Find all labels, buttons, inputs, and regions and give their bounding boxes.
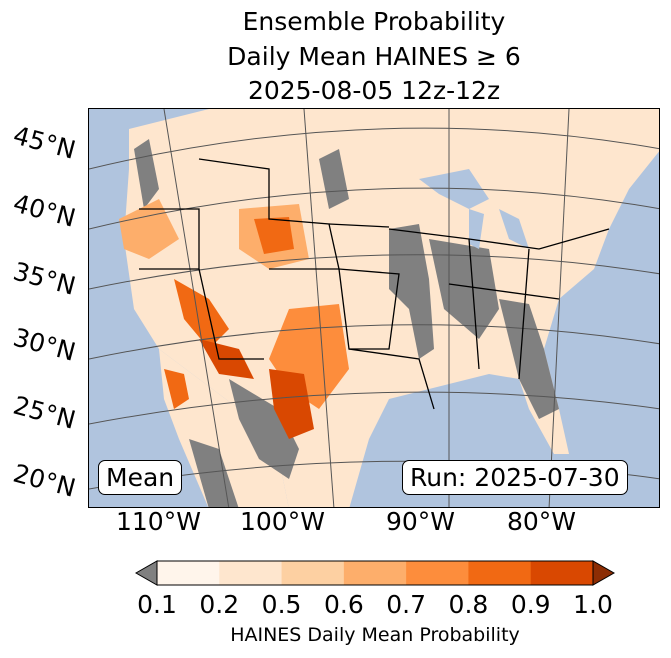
lon-label: 80°W (507, 507, 577, 536)
colorbar-tick-label: 0.7 (386, 590, 427, 619)
land-canada-east (519, 109, 659, 179)
title-line-2: Daily Mean HAINES ≥ 6 (227, 42, 521, 71)
colorbar-outline (156, 560, 594, 586)
title-line-3: 2025-08-05 12z-12z (247, 76, 501, 105)
colorbar-tick-label: 0.2 (199, 590, 240, 619)
colorbar-segment (219, 561, 283, 585)
lat-label: 40°N (10, 188, 79, 233)
colorbar-segment (468, 561, 532, 585)
colorbar-segment (281, 561, 345, 585)
colorbar-tick-label: 0.9 (510, 590, 551, 619)
colorbar-segment (157, 561, 220, 585)
colorbar (135, 560, 615, 586)
lat-label: 45°N (10, 120, 79, 165)
colorbar-label: HAINES Daily Mean Probability (230, 624, 520, 646)
lakes (419, 169, 529, 249)
lon-label: 100°W (240, 507, 325, 536)
colorbar-tick-label: 0.1 (137, 590, 177, 619)
colorbar-segment (406, 561, 469, 585)
colorbar-tick-label: 1.0 (573, 590, 613, 619)
probability-map: Mean Run: 2025-07-30 (88, 108, 660, 508)
lon-label: 90°W (386, 507, 456, 536)
colorbar-under-extension (135, 560, 158, 586)
colorbar-tick-label: 0.8 (448, 590, 489, 619)
lat-label: 30°N (10, 322, 79, 367)
colorbar-tick-label: 0.5 (261, 590, 302, 619)
run-date-box: Run: 2025-07-30 (402, 460, 628, 495)
colorbar-segment (530, 561, 594, 585)
colorbar-segment (343, 561, 407, 585)
title-line-1: Ensemble Probability (242, 7, 506, 36)
state-borders (139, 158, 610, 410)
mean-label-box: Mean (98, 460, 183, 495)
lon-label: 110°W (116, 507, 201, 536)
lat-label: 25°N (10, 390, 79, 435)
lat-label: 35°N (10, 256, 79, 301)
colorbar-over-extension (592, 560, 615, 586)
colorbar-tick-label: 0.6 (323, 590, 364, 619)
lat-label: 20°N (10, 458, 79, 503)
